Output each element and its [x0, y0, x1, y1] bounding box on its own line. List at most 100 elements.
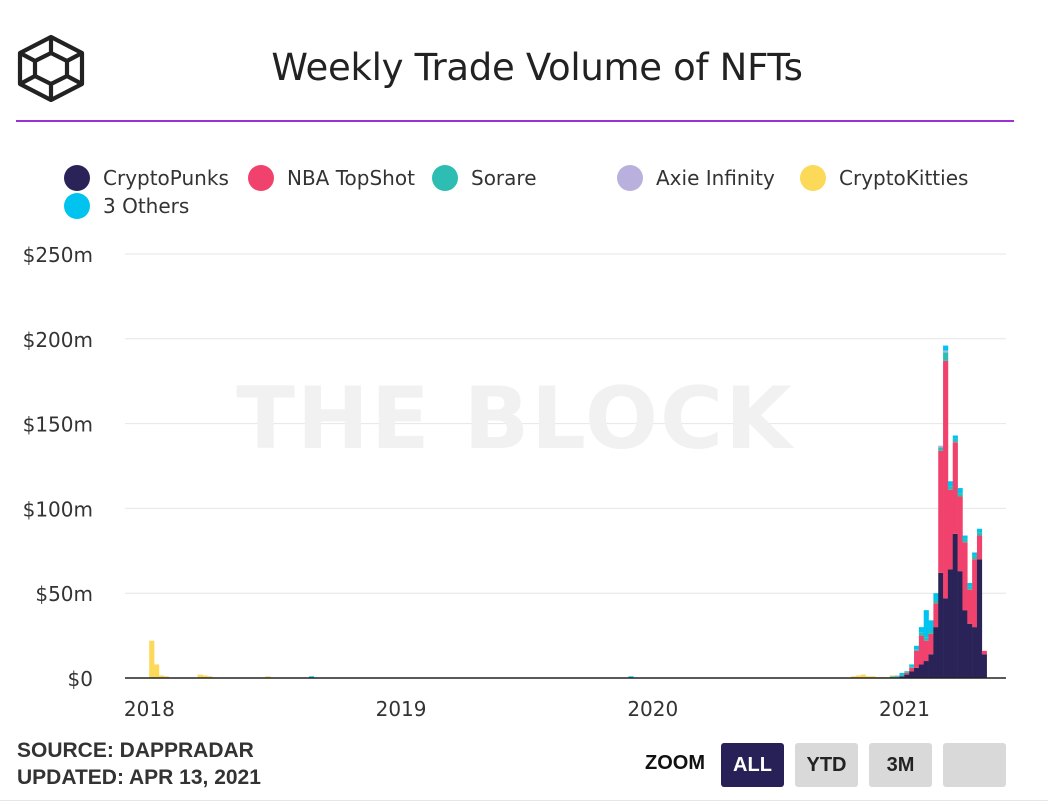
bar-nba-topshot-week-165 [923, 640, 929, 662]
bar-nba-topshot-week-176 [976, 535, 983, 560]
bar-sorare-week-173 [962, 538, 968, 543]
zoom-3m-button[interactable]: 3M [869, 743, 932, 787]
bar-cryptokitties-week-17 [207, 676, 213, 678]
bar-sorare-week-163 [914, 649, 920, 651]
legend-label: Axie Infinity [656, 166, 775, 190]
bar-3-others-week-176 [976, 528, 983, 533]
bar-axie-infinity-week-168 [938, 445, 944, 448]
bar-cryptopunks-week-170 [947, 569, 954, 678]
x-tick-label: 2020 [627, 697, 678, 721]
y-tick-label: $250m [23, 243, 93, 267]
bar-sorare-week-169 [943, 352, 949, 361]
bar-cryptokitties-week-29 [265, 676, 271, 678]
watermark: THE BLOCK [236, 369, 795, 469]
title-divider [16, 120, 1014, 122]
bar-nba-topshot-week-164 [918, 635, 925, 665]
legend-label: 3 Others [103, 194, 190, 218]
bar-nba-topshot-week-167 [933, 603, 939, 628]
bar-sorare-week-160 [899, 674, 905, 677]
bar-cryptopunks-week-163 [914, 667, 920, 678]
bar-nba-topshot-week-171 [952, 442, 958, 534]
bar-sorare-week-167 [933, 599, 939, 604]
bar-nba-topshot-week-168 [938, 450, 944, 573]
legend-item-cryptopunks[interactable]: CryptoPunks [64, 164, 229, 192]
legend-swatch [617, 165, 643, 191]
bar-cryptopunks-week-167 [933, 627, 939, 678]
bar-nba-topshot-week-163 [914, 650, 920, 668]
zoom-label: ZOOM [645, 752, 705, 774]
bar-nba-topshot-week-170 [947, 489, 954, 570]
legend-swatch [432, 165, 458, 191]
bar-sorare-week-176 [976, 532, 983, 536]
bar-cryptokitties-week-154 [870, 676, 876, 678]
bar-cryptokitties-week-16 [202, 675, 208, 678]
bar-cryptokitties-week-15 [197, 674, 203, 678]
bar-3-others-week-170 [947, 481, 954, 487]
y-tick-label: $150m [23, 413, 93, 437]
bar-cryptopunks-week-165 [923, 661, 929, 678]
y-tick-label: $200m [23, 328, 93, 352]
bar-cryptopunks-week-166 [928, 654, 934, 678]
legend-item-sorare[interactable]: Sorare [432, 164, 537, 192]
bar-3-others-week-38 [308, 676, 315, 678]
bar-sorare-week-170 [947, 486, 954, 490]
bar-cryptokitties-week-151 [855, 675, 862, 678]
bar-axie-infinity-week-159 [894, 675, 900, 677]
legend-item-cryptokitties[interactable]: CryptoKitties [800, 164, 968, 192]
bar-sorare-week-168 [938, 447, 944, 451]
bar-3-others-week-173 [962, 535, 968, 539]
legend-label: NBA TopShot [287, 166, 415, 190]
bar-cryptopunks-week-161 [904, 674, 910, 678]
zoom-all-button[interactable]: ALL [721, 743, 784, 787]
bar-sorare-week-171 [952, 438, 958, 443]
zoom-extra-button[interactable] [943, 743, 1006, 787]
bar-sorare-week-165 [923, 637, 929, 641]
legend-swatch [800, 165, 826, 191]
bar-cryptopunks-week-175 [972, 627, 978, 678]
source-line: SOURCE: DAPPRADAR [17, 739, 254, 762]
bar-cryptopunks-week-171 [952, 533, 958, 678]
legend-swatch [64, 165, 90, 191]
bar-nba-topshot-week-172 [957, 496, 963, 572]
bar-sorare-week-166 [928, 630, 934, 634]
bar-sorare-week-159 [894, 676, 900, 678]
bar-cryptopunks-week-176 [976, 559, 983, 678]
bar-cryptopunks-week-173 [962, 610, 968, 678]
y-tick-label: $100m [23, 497, 93, 521]
bar-sorare-week-174 [967, 586, 973, 590]
y-tick-label: $50m [35, 582, 93, 606]
bar-sorare-week-161 [904, 671, 910, 673]
bar-cryptokitties-week-153 [865, 676, 871, 678]
bar-nba-topshot-week-162 [909, 667, 915, 672]
legend-item-axie-infinity[interactable]: Axie Infinity [617, 164, 775, 192]
bar-nba-topshot-week-177 [981, 650, 987, 655]
bar-3-others-week-160 [899, 672, 905, 675]
bar-cryptokitties-week-8 [163, 676, 169, 678]
bar-3-others-week-166 [928, 620, 934, 631]
bar-nba-topshot-week-169 [943, 360, 949, 599]
legend-swatch [248, 165, 274, 191]
legend-label: Sorare [471, 166, 537, 190]
the-block-cube-logo [17, 34, 85, 102]
bar-cryptokitties-week-152 [860, 674, 866, 678]
bar-3-others-week-172 [957, 488, 963, 494]
legend-item-3-others[interactable]: 3 Others [64, 192, 189, 220]
bar-3-others-week-171 [952, 435, 958, 439]
bar-cryptopunks-week-160 [899, 676, 905, 678]
bar-cryptopunks-week-164 [918, 664, 925, 678]
bar-sorare-week-172 [957, 493, 963, 497]
legend-item-nba-topshot[interactable]: NBA TopShot [248, 164, 415, 192]
bar-3-others-week-165 [923, 610, 929, 638]
source-note: SOURCE: DAPPRADAR UPDATED: APR 13, 2021 [17, 737, 261, 791]
bar-cryptokitties-week-5 [149, 640, 155, 678]
bar-axie-infinity-week-169 [943, 350, 949, 353]
bar-3-others-week-104 [628, 676, 634, 678]
updated-line: UPDATED: APR 13, 2021 [17, 766, 261, 789]
bar-cryptopunks-week-177 [981, 654, 987, 678]
bar-3-others-week-174 [967, 583, 973, 587]
bar-cryptopunks-week-174 [967, 623, 973, 678]
zoom-ytd-button[interactable]: YTD [795, 743, 858, 787]
bar-sorare-week-164 [918, 632, 925, 636]
chart-title: Weekly Trade Volume of NFTs [271, 46, 803, 89]
bar-nba-topshot-week-173 [962, 542, 968, 611]
